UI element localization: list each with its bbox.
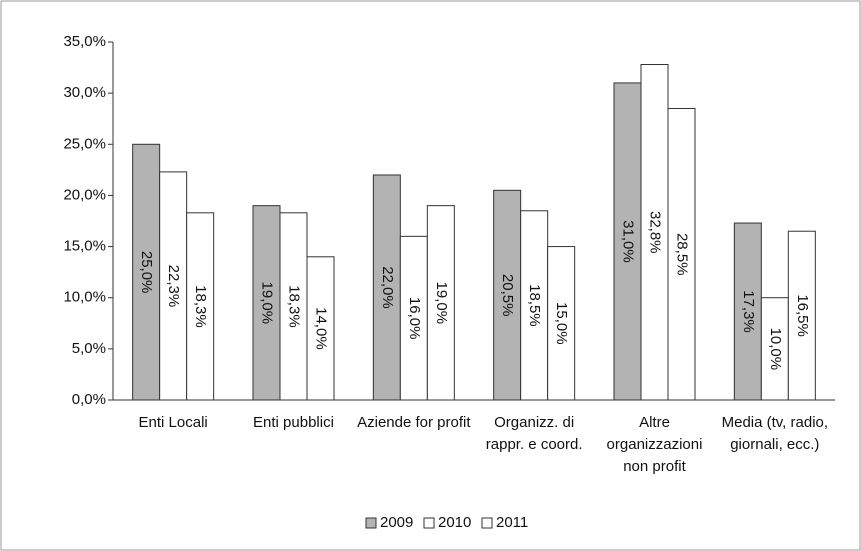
data-label: 16,0% [406,297,423,340]
y-tick-label: 20,0% [63,186,106,203]
data-label: 25,0% [138,251,155,294]
bar [733,222,762,401]
data-label: 18,3% [192,285,209,328]
x-tick-label: Enti pubblici [253,414,334,431]
x-tick-label: Organizz. di rappr. e coord. [485,414,583,453]
data-label: 19,0% [433,282,450,325]
legend-label: 2009 [380,514,413,531]
bar [760,297,789,401]
data-label: 22,3% [165,265,182,308]
x-tick-label: Media (tv, radio, giornali, ecc.) [721,414,829,453]
bar [787,230,816,401]
bar [640,64,669,401]
y-tick-label: 5,0% [72,340,106,357]
legend-label: 2011 [496,514,528,531]
y-tick-label: 25,0% [63,135,106,152]
data-label: 10,0% [767,328,784,371]
x-tick-label: Altre organizzazioni non profit [606,414,703,475]
data-label: 22,0% [379,266,396,309]
x-tick-label: Enti Locali [138,414,208,431]
bar [667,107,696,401]
x-tick-label: Aziende for profit [357,414,471,431]
bar [547,246,576,401]
legend-swatch [481,517,493,529]
y-tick-label: 0,0% [72,391,106,408]
legend-swatch [365,517,377,529]
data-label: 15,0% [553,302,570,345]
data-label: 31,0% [620,220,637,263]
data-label: 28,5% [674,233,691,276]
data-label: 18,3% [286,285,303,328]
bar [399,235,428,401]
data-label: 16,5% [794,294,811,337]
y-tick-label: 35,0% [63,33,106,50]
bar [306,256,335,401]
data-label: 18,5% [526,284,543,327]
legend-label: 2010 [438,514,471,531]
data-label: 19,0% [259,282,276,325]
legend-swatch [423,517,435,529]
data-label: 20,5% [499,274,516,317]
y-tick-label: 10,0% [63,289,106,306]
bar [279,212,308,401]
bar [493,189,522,401]
bar [372,174,401,401]
data-label: 32,8% [647,211,664,254]
data-label: 17,3% [740,290,757,333]
y-tick-label: 15,0% [63,238,106,255]
data-label: 14,0% [313,307,330,350]
y-tick-label: 30,0% [63,84,106,101]
